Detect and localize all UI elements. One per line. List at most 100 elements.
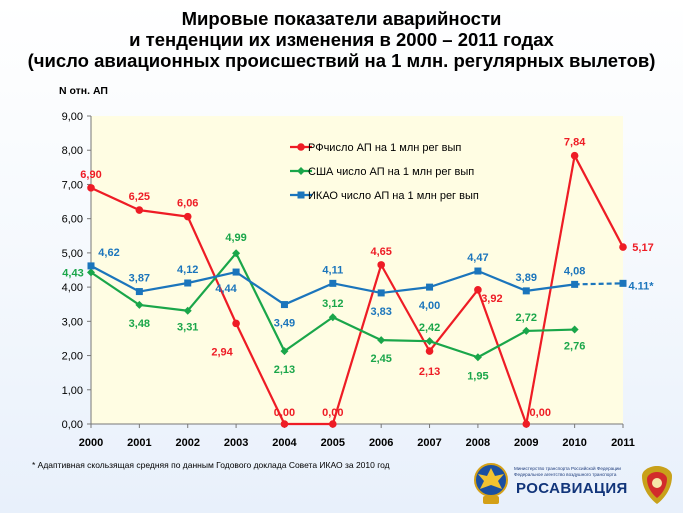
series-line-segment bbox=[428, 289, 479, 352]
y-axis-label: N отн. АП bbox=[59, 85, 108, 97]
data-label: 3,48 bbox=[129, 318, 150, 330]
data-label: 4,65 bbox=[370, 246, 391, 258]
y-tick-label: 0,00 bbox=[62, 419, 83, 431]
x-tick-label: 2009 bbox=[514, 437, 538, 449]
data-point bbox=[232, 249, 241, 258]
data-point bbox=[570, 151, 579, 160]
data-point bbox=[135, 300, 144, 309]
data-point bbox=[377, 289, 385, 297]
y-tick-label: 8,00 bbox=[62, 145, 83, 157]
data-label: 0,00 bbox=[322, 407, 343, 419]
data-point bbox=[184, 279, 192, 287]
y-tick-label: 4,00 bbox=[62, 282, 83, 294]
data-label: 4,43 bbox=[62, 267, 83, 279]
x-tick-label: 2011 bbox=[611, 437, 635, 449]
data-label: 4,44 bbox=[215, 283, 237, 295]
data-point bbox=[87, 268, 95, 277]
coat-of-arms-icon bbox=[642, 466, 672, 504]
legend-label: ИКАО число АП на 1 млн рег вып bbox=[308, 190, 479, 202]
series-line-segment bbox=[332, 316, 382, 342]
data-label: 3,49 bbox=[274, 318, 295, 330]
chart-title: Мировые показатели аварийности и тенденц… bbox=[0, 8, 683, 71]
x-tick-label: 2006 bbox=[369, 437, 393, 449]
data-point bbox=[328, 313, 337, 322]
y-tick-label: 5,00 bbox=[62, 248, 83, 260]
series-line-segment bbox=[186, 216, 238, 324]
data-point bbox=[426, 283, 434, 291]
data-label: 3,87 bbox=[129, 273, 150, 285]
data-label: 4,12 bbox=[177, 264, 198, 276]
data-point bbox=[377, 336, 386, 345]
legend-marker bbox=[297, 191, 305, 199]
data-label: 2,45 bbox=[370, 353, 391, 365]
data-label: 0,00 bbox=[274, 407, 295, 419]
series-line-segment bbox=[283, 316, 334, 353]
data-label: 2,94 bbox=[211, 346, 233, 358]
series-line-segment bbox=[477, 270, 527, 292]
series-line-segment bbox=[90, 186, 140, 212]
series-line-segment bbox=[90, 271, 140, 306]
data-point bbox=[87, 262, 95, 270]
plot-area bbox=[91, 116, 623, 424]
data-point bbox=[522, 326, 531, 335]
title-line-3: (число авиационных происшествий на 1 млн… bbox=[27, 50, 656, 71]
agency-name: РОСАВИАЦИЯ bbox=[516, 480, 628, 497]
data-point bbox=[619, 243, 627, 251]
data-label: 4,47 bbox=[467, 252, 488, 264]
data-label: 6,06 bbox=[177, 198, 198, 210]
series-line-segment bbox=[186, 252, 237, 312]
data-point bbox=[183, 306, 192, 315]
data-point bbox=[135, 288, 143, 296]
legend-label: РФчисло АП на 1 млн рег вып bbox=[308, 142, 461, 154]
y-tick-label: 7,00 bbox=[62, 179, 83, 191]
series-line-segment bbox=[139, 303, 188, 312]
x-tick-label: 2000 bbox=[79, 437, 103, 449]
series-line-segment bbox=[90, 264, 140, 293]
series-line-segment bbox=[235, 271, 286, 306]
data-point bbox=[425, 347, 434, 355]
series-line-segment bbox=[525, 155, 576, 425]
eagle-emblem-icon bbox=[474, 463, 508, 504]
data-point bbox=[474, 267, 482, 275]
series-line-segment bbox=[235, 322, 286, 425]
data-label: 4,99 bbox=[225, 232, 246, 244]
series-line-segment bbox=[429, 269, 479, 289]
data-point bbox=[425, 337, 434, 346]
series-line-segment bbox=[284, 282, 334, 306]
data-label: 4,08 bbox=[564, 265, 585, 277]
data-label: 3,83 bbox=[370, 306, 391, 318]
data-point bbox=[183, 212, 192, 221]
legend-marker bbox=[297, 167, 305, 175]
data-label: 3,89 bbox=[516, 272, 537, 284]
series-line-segment bbox=[381, 286, 430, 295]
x-tick-label: 2002 bbox=[175, 437, 199, 449]
data-label: 2,13 bbox=[419, 366, 440, 378]
data-point bbox=[571, 280, 579, 288]
data-point bbox=[619, 279, 627, 287]
data-label: 4,11 bbox=[322, 264, 343, 276]
series-line-segment bbox=[332, 282, 382, 295]
series-line-segment bbox=[574, 282, 624, 286]
data-point bbox=[232, 319, 240, 328]
x-tick-label: 2007 bbox=[417, 437, 441, 449]
y-tick-label: 3,00 bbox=[62, 316, 83, 328]
data-label: 3,92 bbox=[481, 293, 502, 305]
x-tick-label: 2003 bbox=[224, 437, 248, 449]
x-tick-label: 2010 bbox=[562, 437, 586, 449]
data-point bbox=[474, 286, 482, 294]
series-line-segment bbox=[573, 155, 624, 248]
footnote: * Адаптивная скользящая средняя по данны… bbox=[32, 460, 390, 470]
series-line-segment bbox=[139, 209, 188, 218]
data-point bbox=[280, 420, 289, 428]
agency-small-line-1: Министерство транспорта Российской Федер… bbox=[514, 466, 621, 471]
data-label: 2,13 bbox=[274, 364, 295, 376]
data-label: 1,95 bbox=[467, 370, 488, 382]
series-line-segment bbox=[526, 328, 575, 333]
data-point bbox=[522, 287, 530, 295]
agency-small-line-2: Федеральное агентство воздушного транспо… bbox=[514, 472, 617, 477]
y-tick-label: 2,00 bbox=[62, 351, 83, 363]
data-label: 2,76 bbox=[564, 341, 585, 353]
data-label: 2,72 bbox=[516, 312, 537, 324]
series-line-segment bbox=[526, 283, 575, 292]
